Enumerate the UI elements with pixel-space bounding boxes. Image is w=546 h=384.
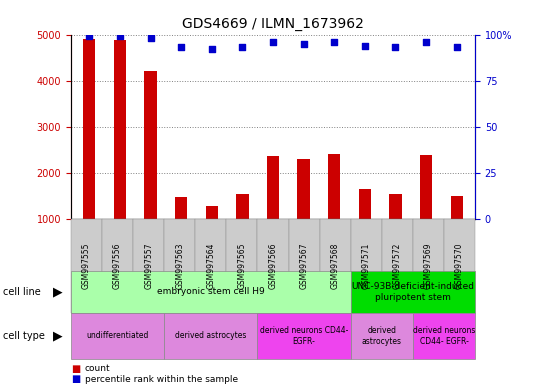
Bar xyxy=(83,39,96,219)
Point xyxy=(360,43,369,49)
Text: derived astrocytes: derived astrocytes xyxy=(175,331,247,341)
Bar xyxy=(420,155,432,219)
Bar xyxy=(145,71,157,219)
Point xyxy=(116,33,124,40)
Text: GSM997564: GSM997564 xyxy=(206,243,215,289)
Text: GSM997565: GSM997565 xyxy=(238,243,246,289)
Text: ■: ■ xyxy=(71,364,80,374)
Text: GSM997556: GSM997556 xyxy=(113,243,122,289)
Bar xyxy=(175,197,187,219)
Text: ▶: ▶ xyxy=(52,285,62,298)
Point xyxy=(299,41,308,47)
Text: undifferentiated: undifferentiated xyxy=(86,331,149,341)
Text: GSM997570: GSM997570 xyxy=(455,243,464,289)
Point xyxy=(177,45,186,51)
Bar xyxy=(236,194,248,219)
Point xyxy=(85,33,94,40)
Text: GSM997555: GSM997555 xyxy=(82,243,91,289)
Text: ▶: ▶ xyxy=(52,329,62,343)
Text: GSM997563: GSM997563 xyxy=(175,243,184,289)
Bar xyxy=(298,159,310,219)
Bar xyxy=(389,194,401,219)
Point xyxy=(238,45,247,51)
Bar xyxy=(328,154,340,219)
Point xyxy=(269,39,277,45)
Text: UNC-93B-deficient-induced
pluripotent stem: UNC-93B-deficient-induced pluripotent st… xyxy=(352,282,474,301)
Point xyxy=(330,39,339,45)
Text: count: count xyxy=(85,364,110,373)
Text: derived neurons
CD44- EGFR-: derived neurons CD44- EGFR- xyxy=(413,326,475,346)
Text: cell type: cell type xyxy=(3,331,45,341)
Bar xyxy=(450,196,463,219)
Text: GSM997566: GSM997566 xyxy=(269,243,277,289)
Text: derived neurons CD44-
EGFR-: derived neurons CD44- EGFR- xyxy=(260,326,348,346)
Text: embryonic stem cell H9: embryonic stem cell H9 xyxy=(157,287,265,296)
Point xyxy=(452,45,461,51)
Bar xyxy=(359,189,371,219)
Point xyxy=(207,46,216,52)
Bar xyxy=(267,156,279,219)
Point xyxy=(422,39,430,45)
Text: GSM997567: GSM997567 xyxy=(300,243,308,289)
Text: derived
astrocytes: derived astrocytes xyxy=(362,326,402,346)
Point xyxy=(391,45,400,51)
Text: GSM997557: GSM997557 xyxy=(144,243,153,289)
Text: percentile rank within the sample: percentile rank within the sample xyxy=(85,375,238,384)
Bar xyxy=(114,40,126,219)
Bar xyxy=(206,207,218,219)
Text: GSM997568: GSM997568 xyxy=(331,243,340,289)
Text: GSM997572: GSM997572 xyxy=(393,243,402,289)
Text: GSM997571: GSM997571 xyxy=(362,243,371,289)
Point xyxy=(146,35,155,41)
Text: ■: ■ xyxy=(71,374,80,384)
Text: cell line: cell line xyxy=(3,287,40,297)
Text: GDS4669 / ILMN_1673962: GDS4669 / ILMN_1673962 xyxy=(182,17,364,31)
Text: GSM997569: GSM997569 xyxy=(424,243,433,289)
